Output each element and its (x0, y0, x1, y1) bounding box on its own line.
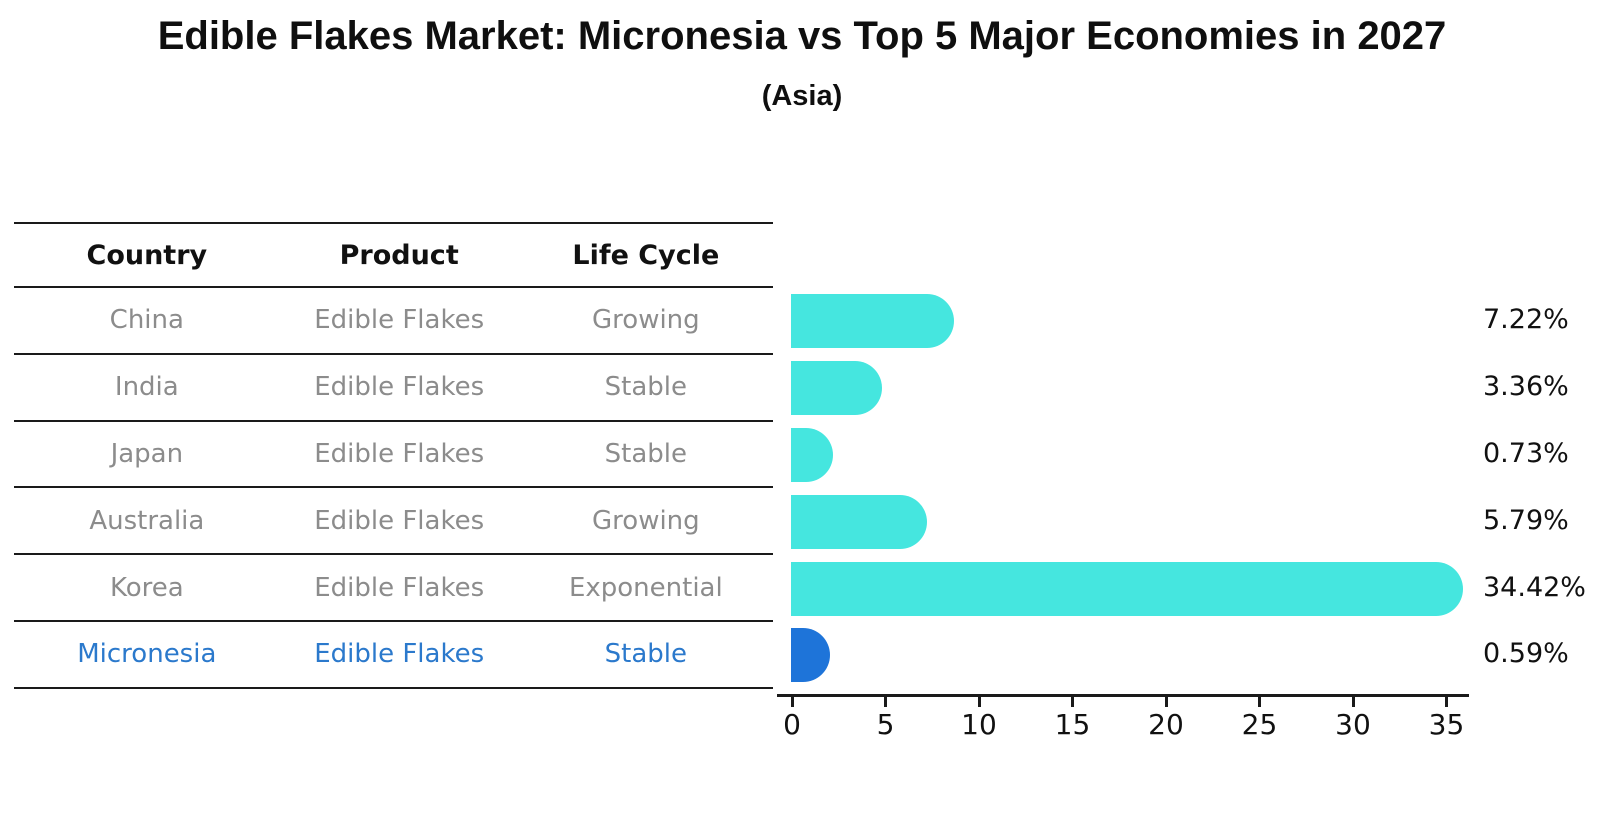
table-cell: Korea (109, 572, 184, 603)
table-header-cell: Product (339, 239, 459, 271)
table-row: Korea Edible Flakes Exponential (14, 555, 773, 622)
x-axis-tick-label: 25 (1241, 708, 1278, 741)
x-axis-tick-label: 10 (961, 708, 997, 741)
table-cell: Stable (604, 372, 688, 403)
table-header-cell: Country (86, 239, 208, 271)
bar-india (791, 361, 882, 416)
table-cell: Edible Flakes (314, 505, 485, 536)
value-label: 34.42% (1483, 571, 1586, 603)
table-cell: India (114, 372, 179, 403)
x-axis-tick (790, 697, 794, 707)
x-axis-tick-label: 30 (1335, 708, 1371, 741)
bar-china (791, 294, 954, 349)
x-axis-tick (1071, 697, 1074, 707)
x-axis-tick (1445, 697, 1448, 707)
bar-japan (791, 428, 833, 482)
table-row: Japan Edible Flakes Stable (14, 422, 773, 489)
table-cell: Japan (110, 438, 184, 469)
x-axis-tick (1258, 697, 1261, 707)
chart-subtitle: (Asia) (761, 80, 843, 112)
table-cell: China (109, 305, 184, 336)
value-label: 0.59% (1483, 638, 1569, 670)
chart-title: Edible Flakes Market: Micronesia vs Top … (157, 14, 1447, 58)
value-label: 5.79% (1483, 504, 1569, 536)
table-cell: Micronesia (77, 639, 217, 670)
value-label: 7.22% (1483, 304, 1569, 336)
bar-australia (791, 494, 928, 549)
x-axis-tick-label: 0 (783, 708, 801, 741)
x-axis-tick (884, 697, 887, 707)
value-label: 3.36% (1483, 371, 1569, 403)
x-axis-tick-label: 5 (876, 708, 895, 741)
table-cell: Edible Flakes (314, 639, 485, 670)
table-cell: Edible Flakes (314, 372, 485, 403)
table-cell: Edible Flakes (314, 305, 485, 336)
table-cell: Edible Flakes (314, 438, 485, 469)
table-cell: Stable (604, 639, 688, 670)
table-header-cell: Life Cycle (572, 239, 720, 271)
x-axis-tick-label: 15 (1054, 708, 1091, 741)
table-row: India Edible Flakes Stable (14, 355, 773, 422)
bar-micronesia (791, 628, 831, 683)
value-label: 0.73% (1483, 438, 1569, 469)
table-cell: Growing (592, 305, 700, 336)
table-cell: Edible Flakes (314, 572, 485, 603)
x-axis-tick-label: 35 (1428, 708, 1465, 741)
table-cell: Stable (604, 438, 688, 469)
x-axis-tick-label: 20 (1148, 708, 1184, 741)
x-axis-tick (1164, 697, 1168, 707)
table-row: Australia Edible Flakes Growing (14, 488, 773, 556)
table-cell: Growing (592, 505, 700, 536)
table-header-row: Country Product Life Cycle (14, 222, 773, 288)
x-axis-line (777, 694, 1469, 697)
table-row: China Edible Flakes Growing (14, 288, 773, 355)
x-axis-tick (1351, 697, 1355, 707)
x-axis-tick (977, 697, 981, 707)
bar-korea (791, 561, 1463, 616)
table-cell: Australia (89, 505, 205, 536)
table-cell: Exponential (568, 572, 723, 603)
table-row: Micronesia Edible Flakes Stable (14, 622, 773, 689)
